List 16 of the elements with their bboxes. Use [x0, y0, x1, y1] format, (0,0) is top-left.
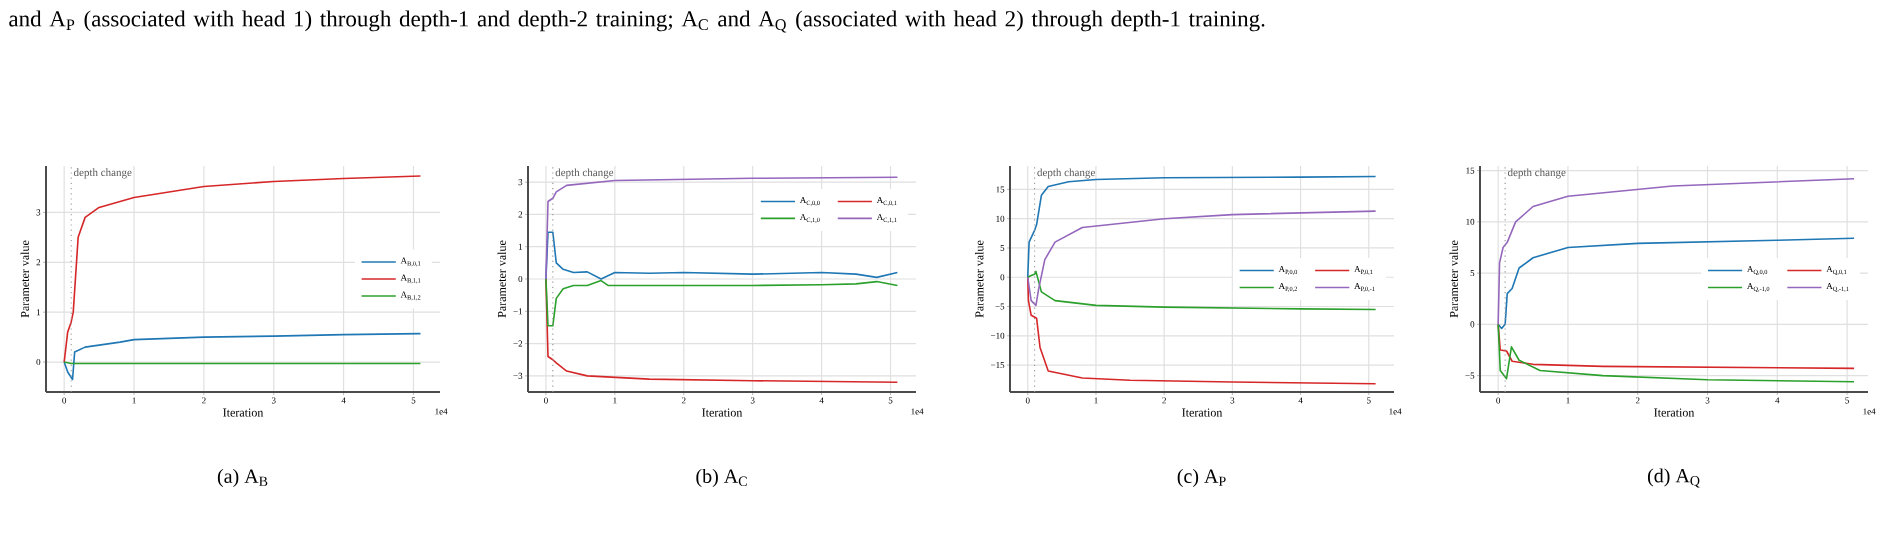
line-series	[1026, 175, 1377, 279]
text: (b) A$_{C}$	[696, 468, 747, 488]
line-series	[1497, 237, 1855, 330]
line-series	[545, 176, 899, 280]
line-series	[545, 231, 899, 280]
line-series	[63, 332, 422, 381]
text: and A$_{P}$ (associated with head 1) through depth-1 and depth-2 training; A$_{C}$ and A$_{Q}$ (associated with head 2) through depth-1 training.	[9, 10, 1265, 33]
line-series	[1026, 210, 1377, 307]
line-series	[63, 175, 422, 363]
text: (a) A$_{B}$	[217, 468, 268, 488]
line-series	[1497, 323, 1855, 383]
line-series	[1497, 178, 1855, 326]
text: (c) A$_{P}$	[1177, 468, 1226, 488]
line-series	[1026, 270, 1377, 311]
text: (d) A$_{Q}$	[1647, 468, 1700, 488]
line-series	[1026, 276, 1377, 385]
